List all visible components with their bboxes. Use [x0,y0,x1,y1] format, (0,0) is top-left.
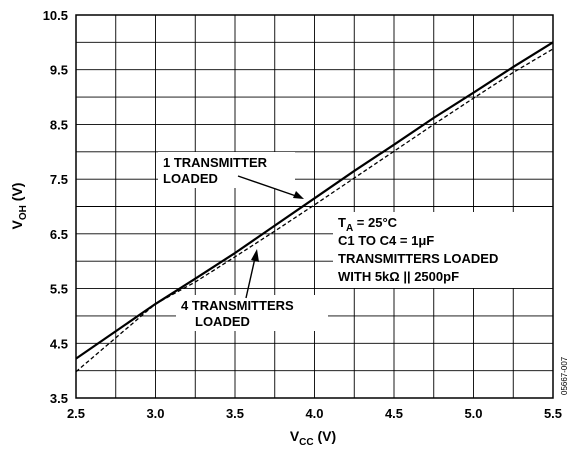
x-axis-title-main: V [290,428,300,444]
y-tick-label: 6.5 [50,227,68,242]
y-tick-label: 9.5 [50,63,68,78]
one-tx-box [158,152,295,188]
series-line-one-transmitter [75,41,554,360]
y-tick-label: 3.5 [50,391,68,406]
y-axis-title-sub: OH [18,205,29,220]
annotation-four-tx-line1: 4 TRANSMITTERS [181,298,294,313]
conditions-line1: TA = 25°C [338,215,398,234]
y-tick-labels: 3.5 4.5 5.5 6.5 7.5 8.5 9.5 10.5 [43,8,68,406]
y-tick-label: 4.5 [50,336,68,351]
series-group [75,41,554,373]
x-tick-label: 5.0 [464,406,482,421]
x-axis-title-unit: (V) [314,428,337,444]
plot-frame [75,14,554,399]
x-axis-title: VCC (V) [290,428,336,448]
annotation-one-tx-arrow [237,175,304,199]
x-tick-labels: 2.5 3.0 3.5 4.0 4.5 5.0 5.5 [67,406,562,421]
grid [75,14,554,399]
x-axis-title-sub: CC [299,437,313,448]
conditions-ta-sub: A [346,223,353,234]
annotation-one-tx-line1: 1 TRANSMITTER [163,155,268,170]
y-tick-label: 5.5 [50,282,68,297]
conditions-ta-rest: = 25°C [353,215,397,230]
y-axis-title-main: V [9,219,25,229]
annotation-four-tx-line2: LOADED [195,314,250,329]
annotation-one-tx-line2: LOADED [163,171,218,186]
conditions-line4: WITH 5kΩ || 2500pF [338,269,459,284]
x-tick-label: 4.5 [385,406,403,421]
y-tick-label: 8.5 [50,117,68,132]
y-tick-label: 7.5 [50,172,68,187]
conditions-box [333,212,553,288]
conditions-line3: TRANSMITTERS LOADED [338,251,498,266]
conditions-line2: C1 TO C4 = 1μF [338,233,434,248]
y-axis-title: VOH (V) [9,183,29,230]
figure-code: 05667-007 [560,356,569,395]
conditions-ta-main: T [338,215,346,230]
four-tx-box [176,295,328,331]
y-tick-label: 10.5 [43,8,68,23]
series-line-four-transmitters [75,48,554,373]
x-tick-label: 3.5 [226,406,244,421]
x-tick-label: 4.0 [305,406,323,421]
x-tick-label: 3.0 [146,406,164,421]
y-axis-title-unit: (V) [9,183,25,206]
annotation-four-tx-arrow [245,249,259,299]
x-tick-label: 5.5 [544,406,562,421]
x-tick-label: 2.5 [67,406,85,421]
